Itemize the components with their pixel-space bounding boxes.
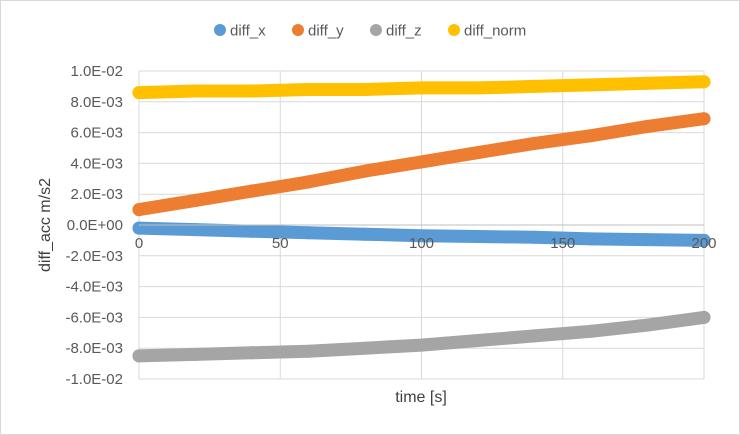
legend-label: diff_x bbox=[230, 23, 266, 40]
data-point bbox=[528, 230, 541, 244]
data-point bbox=[245, 84, 259, 98]
x-tick-label: 50 bbox=[272, 235, 289, 252]
legend-marker bbox=[292, 24, 304, 36]
y-tick-label: 6.0E-03 bbox=[70, 125, 123, 142]
x-tick-label: 200 bbox=[691, 235, 716, 252]
data-point bbox=[697, 233, 711, 247]
data-point bbox=[358, 83, 372, 96]
legend-marker bbox=[214, 24, 226, 36]
data-point bbox=[471, 230, 485, 243]
x-axis: 0 50 100 150 200 bbox=[135, 224, 717, 252]
y-tick-label: 2.0E-03 bbox=[70, 186, 123, 203]
y-axis-title: diff_acc m/s2 bbox=[37, 178, 54, 272]
y-tick-label: -2.0E-03 bbox=[65, 248, 123, 265]
legend-item-diff-x: diff_x bbox=[214, 23, 266, 40]
data-point bbox=[584, 78, 598, 92]
series-layer bbox=[132, 75, 711, 363]
data-point bbox=[189, 193, 202, 207]
series-diff-x bbox=[132, 221, 711, 247]
y-axis: 1.0E-02 8.0E-03 6.0E-03 4.0E-03 2.0E-03 0.0E+… bbox=[65, 63, 123, 388]
y-tick-label: 0.0E+00 bbox=[67, 217, 123, 234]
legend-marker bbox=[370, 24, 382, 36]
y-tick-label: 1.0E-02 bbox=[70, 63, 123, 80]
data-point bbox=[358, 164, 372, 178]
data-point bbox=[245, 346, 259, 360]
data-point bbox=[471, 146, 485, 160]
legend-label: diff_norm bbox=[464, 23, 526, 40]
data-point bbox=[245, 224, 259, 238]
data-point bbox=[358, 341, 372, 355]
legend-item-diff-z: diff_z bbox=[370, 23, 422, 40]
data-point bbox=[358, 227, 372, 241]
data-point bbox=[189, 84, 202, 98]
data-point bbox=[528, 79, 541, 93]
legend-item-diff-y: diff_y bbox=[292, 23, 344, 40]
x-tick-label: 100 bbox=[409, 235, 434, 252]
data-point bbox=[132, 86, 146, 100]
y-tick-label: -1.0E-02 bbox=[65, 371, 123, 388]
data-point bbox=[528, 136, 541, 150]
data-point bbox=[189, 223, 202, 237]
y-tick-label: 4.0E-03 bbox=[70, 155, 123, 172]
data-point bbox=[641, 119, 654, 133]
data-point bbox=[697, 112, 711, 126]
data-point bbox=[584, 129, 598, 143]
data-point bbox=[641, 76, 654, 90]
data-point bbox=[697, 310, 711, 324]
data-point bbox=[415, 229, 428, 243]
series-diff-z bbox=[132, 310, 711, 363]
y-tick-label: -4.0E-03 bbox=[65, 279, 123, 296]
series-diff-y bbox=[132, 112, 711, 217]
data-point bbox=[641, 318, 654, 332]
data-point bbox=[471, 81, 485, 95]
data-point bbox=[189, 347, 202, 361]
x-tick-label: 0 bbox=[135, 235, 143, 252]
y-tick-label: -8.0E-03 bbox=[65, 340, 123, 357]
legend-label: diff_y bbox=[308, 23, 344, 40]
data-point bbox=[697, 75, 711, 89]
data-point bbox=[584, 324, 598, 338]
data-point bbox=[415, 81, 428, 95]
data-point bbox=[302, 344, 315, 358]
legend: diff_x diff_y diff_z diff_norm bbox=[214, 23, 526, 40]
x-tick-label: 150 bbox=[550, 235, 575, 252]
data-point bbox=[415, 338, 428, 352]
y-tick-label: 8.0E-03 bbox=[70, 94, 123, 111]
data-point bbox=[245, 184, 259, 198]
data-point bbox=[302, 83, 315, 96]
data-point bbox=[132, 221, 146, 235]
series-diff-norm bbox=[132, 75, 711, 100]
data-point bbox=[641, 233, 654, 247]
y-tick-label: -6.0E-03 bbox=[65, 309, 123, 326]
data-point bbox=[471, 334, 485, 347]
data-point bbox=[302, 226, 315, 240]
legend-item-diff-norm: diff_norm bbox=[448, 23, 526, 40]
data-point bbox=[415, 155, 428, 169]
data-point bbox=[132, 349, 146, 363]
data-point bbox=[528, 329, 541, 343]
legend-marker bbox=[448, 24, 460, 36]
data-point bbox=[584, 232, 598, 246]
data-point bbox=[302, 175, 315, 189]
legend-label: diff_z bbox=[386, 23, 422, 40]
data-point bbox=[132, 203, 146, 217]
x-axis-title: time [s] bbox=[395, 389, 447, 406]
